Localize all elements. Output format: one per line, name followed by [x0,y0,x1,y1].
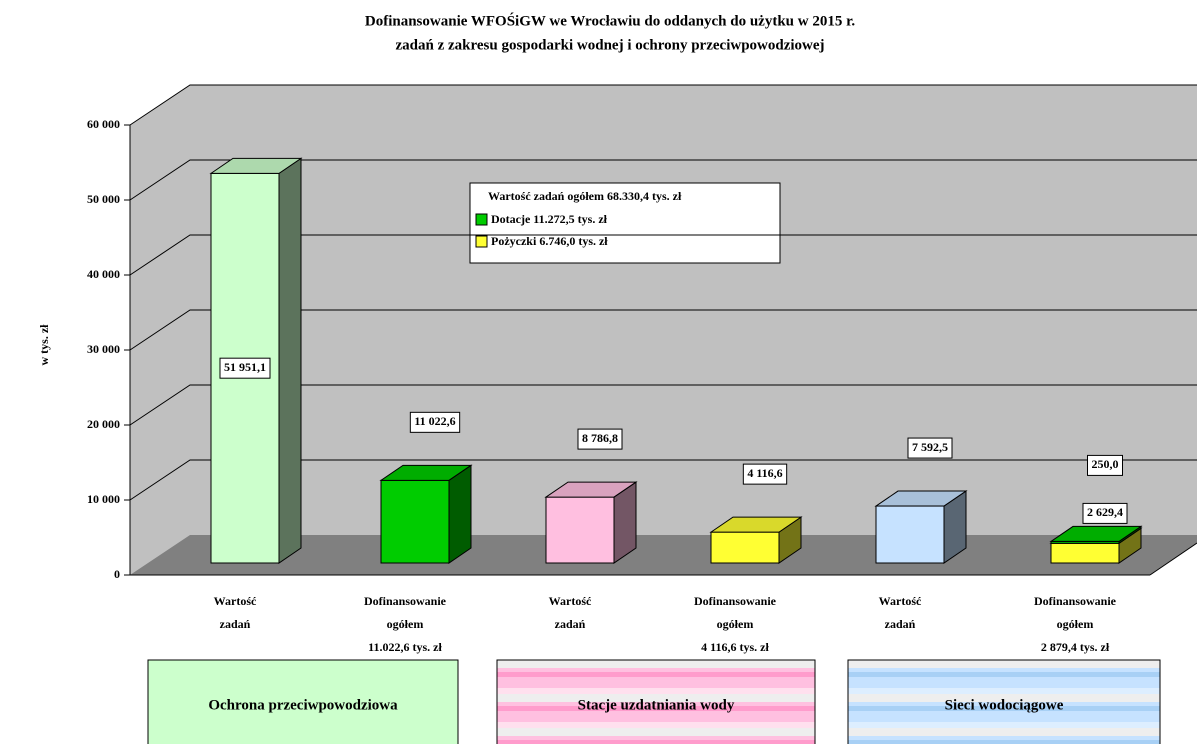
y-tick-label: 20 000 [87,417,120,431]
bar-top-shade [1051,526,1141,542]
bar [380,479,450,564]
chart-title: Dofinansowanie WFOŚiGW we Wrocławiu do o… [365,12,855,29]
legend-title: Wartość zadań ogółem 68.330,4 tys. zł [488,189,682,203]
group-label: Ochrona przeciwpowodziowa [208,697,398,713]
x-tick-label-line: 11.022,6 tys. zł [368,640,442,654]
value-label-box [742,463,788,485]
x-tick-label-line: 4 116,6 tys. zł [701,640,769,654]
group-box [847,659,1161,744]
value-label: 51 951,1 [224,360,266,374]
x-tick-label-line: ogółem [717,617,754,631]
x-tick-label-line: zadań [555,617,586,631]
x-tick-label-line: ogółem [387,617,424,631]
bar-top [709,516,803,533]
x-tick-label: Dofinansowanie ogółem 4 116,6 tys. zł [694,594,777,654]
legend-label: Pożyczki 6.746,0 tys. zł [491,234,608,248]
y-tick-label: 10 000 [87,492,120,506]
bar-side-shade [944,491,966,563]
grid-line [129,159,1197,201]
grid-line [129,84,1197,126]
y-tick-label: 60 000 [87,117,120,131]
x-tick-label-line: Dofinansowanie [694,594,777,608]
bar [710,531,780,564]
bar-top-shade [711,517,801,533]
grid-line [129,234,1197,276]
legend-swatch [475,235,488,248]
value-label-box [409,411,461,433]
grid-line [129,459,1197,501]
x-tick-label: Dofinansowanie ogółem 11.022,6 tys. zł [364,594,447,654]
bar-top-shade [876,491,966,507]
group-box [496,659,816,744]
x-tick-label-line: ogółem [1057,617,1094,631]
y-tick-label: 30 000 [87,342,120,356]
bar-side-shade [449,465,471,563]
grid-line [129,309,1197,351]
value-label: 2 629,4 [1087,505,1123,519]
grid-line [129,384,1197,426]
chart-title: zadań z zakresu gospodarki wodnej i ochr… [395,37,824,53]
bar-top [379,464,473,481]
x-tick-label-line: zadań [885,617,916,631]
value-label-box [907,437,953,459]
bar-side-shade [279,158,301,563]
x-tick-label: Dofinansowanie ogółem 2 879,4 tys. zł [1034,594,1117,654]
bar-top [544,481,638,498]
value-label: 4 116,6 [747,466,782,480]
value-label: 11 022,6 [414,414,455,428]
value-label-box [1087,454,1123,476]
x-tick-label-line: 2 879,4 tys. zł [1041,640,1110,654]
x-tick-label-line: Wartość [214,594,257,608]
bar-top [874,490,968,507]
y-axis-label: w tys. zł [37,324,51,366]
x-tick-label: Wartość zadań [549,594,592,631]
bar-top [1049,525,1143,542]
bar-top-shade [381,465,471,481]
bar-side-shade [614,482,636,563]
bar-top-shade [211,158,301,174]
x-axis-depth [1149,542,1197,576]
x-tick-label-line: Dofinansowanie [1034,594,1117,608]
x-tick-label-line: Wartość [549,594,592,608]
legend-label: Dotacje 11.272,5 tys. zł [491,212,608,226]
legend-swatch [475,213,488,226]
group-label: Sieci wodociągowe [945,697,1064,713]
bar-top-shade [546,482,636,498]
bar [545,496,615,564]
x-tick-label-line: Wartość [879,594,922,608]
group-box [147,659,459,744]
value-label-box [577,428,623,450]
group-label: Stacje uzdatniania wody [578,697,735,713]
x-tick-label-line: zadań [220,617,251,631]
value-label: 8 786,8 [582,431,618,445]
bar [1050,542,1120,564]
x-tick-label: Wartość zadań [879,594,922,631]
value-label: 250,0 [1092,457,1119,471]
y-tick-label: 0 [114,567,120,581]
value-label-box [1082,502,1128,524]
bar-side-shade [1119,528,1141,563]
x-tick-label-line: Dofinansowanie [364,594,447,608]
bar-top [209,157,303,174]
y-tick-label: 50 000 [87,192,120,206]
value-label-box [219,357,271,379]
bar [875,505,945,564]
legend [469,182,781,264]
x-tick-label: Wartość zadań [214,594,257,631]
value-label: 7 592,5 [912,440,948,454]
y-tick-label: 40 000 [87,267,120,281]
